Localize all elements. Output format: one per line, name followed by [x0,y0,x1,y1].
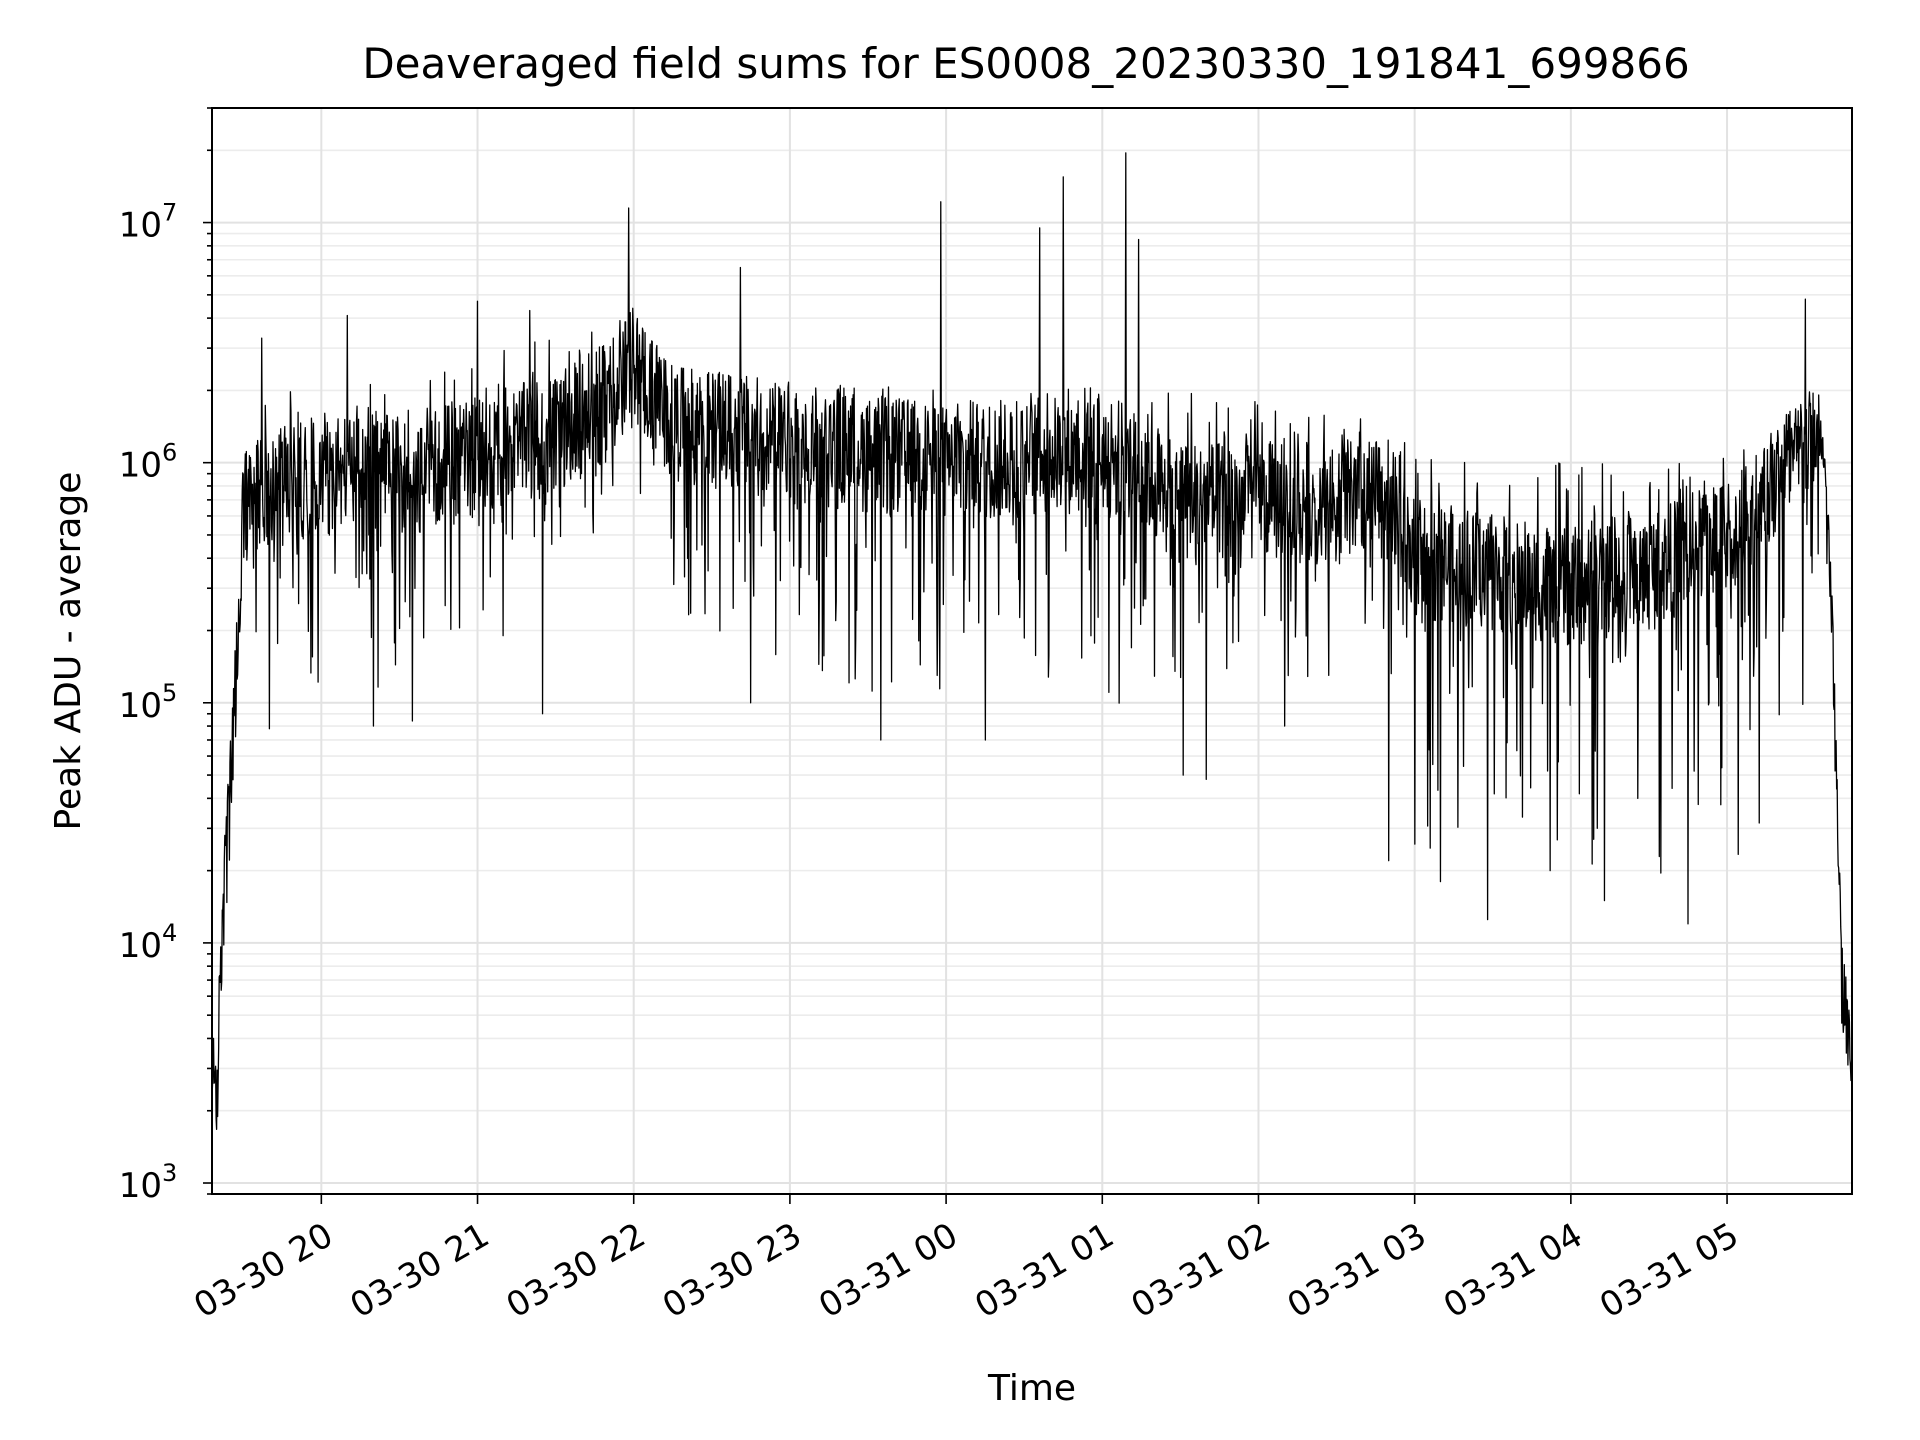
y-tick-label: 107 [119,199,178,246]
y-tick-base: 10 [119,926,162,966]
data-series [211,152,1853,1130]
y-tick-base: 10 [119,1166,162,1206]
y-tick-base: 10 [119,446,162,486]
y-tick-base: 10 [119,206,162,246]
y-tick-label: 103 [119,1159,178,1206]
x-axis-label: Time [987,1368,1076,1409]
y-tick-exponent: 6 [162,439,177,467]
y-tick-exponent: 5 [162,679,177,707]
y-tick-label: 106 [119,439,178,486]
y-tick-label: 105 [119,679,178,726]
chart-title: Deaveraged field sums for ES0008_2023033… [362,39,1689,88]
y-tick-exponent: 7 [162,199,177,227]
y-tick-exponent: 4 [162,919,177,947]
y-axis-label: Peak ADU - average [48,472,89,831]
series-line [211,152,1853,1130]
y-tick-exponent: 3 [162,1159,177,1187]
y-tick-label: 104 [119,919,178,966]
plot-area-frame [211,107,1853,1195]
y-tick-base: 10 [119,686,162,726]
